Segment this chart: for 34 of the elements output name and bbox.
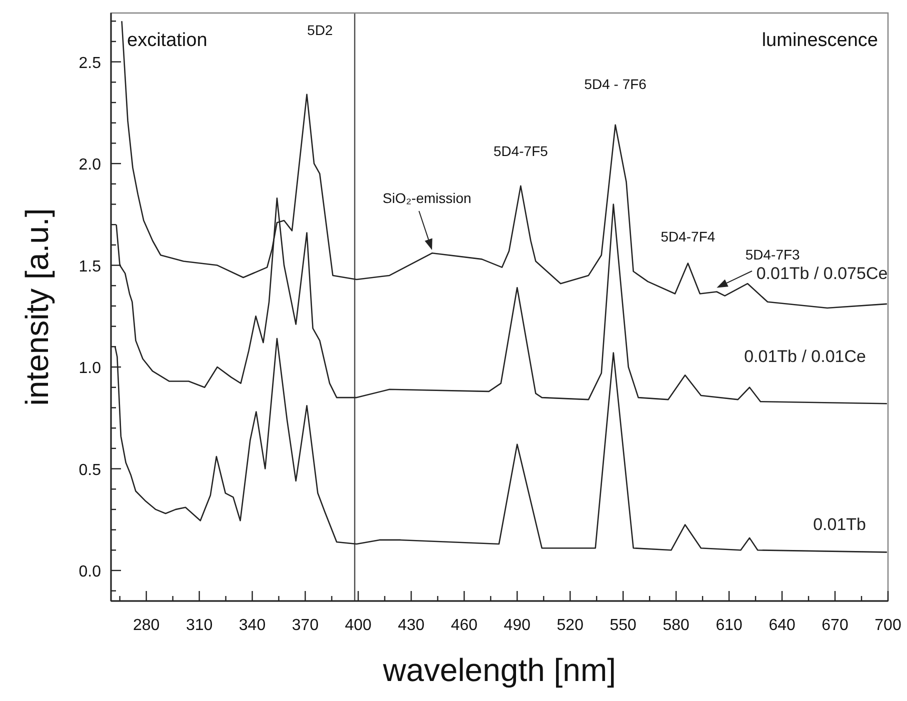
x-tick-label: 640 — [768, 617, 796, 634]
annotation: 5D2 — [307, 22, 334, 38]
x-tick-label: 670 — [822, 617, 848, 634]
x-tick-label: 550 — [610, 617, 637, 634]
y-tick-label: 0.5 — [78, 462, 102, 479]
annotation: 5D4-7F4 — [660, 228, 716, 244]
x-tick-label: 580 — [662, 617, 690, 634]
x-tick-label: 610 — [716, 617, 743, 634]
x-tick-label: 280 — [132, 617, 160, 634]
annotation: 5D4 - 7F6 — [584, 76, 647, 92]
annotation: luminescence — [762, 30, 878, 51]
y-tick-label: 2.0 — [78, 156, 102, 174]
annotation: SiO₂-emission — [382, 190, 472, 206]
x-tick-label: 460 — [450, 617, 478, 634]
annotation: 5D4-7F3 — [745, 246, 800, 263]
x-tick-label: 340 — [238, 617, 266, 634]
y-tick-label: 2.5 — [78, 54, 102, 72]
x-tick-label: 520 — [556, 617, 584, 634]
annotation: 5D4-7F5 — [493, 142, 548, 159]
x-axis-title: wavelength [nm] — [382, 652, 616, 688]
x-tick-label: 400 — [344, 617, 372, 634]
x-tick-label: 430 — [398, 617, 425, 634]
x-tick-label: 490 — [504, 617, 531, 634]
annotation: excitation — [127, 30, 208, 51]
y-tick-label: 0.0 — [78, 563, 102, 580]
y-axis-title: intensity [a.u.] — [19, 208, 55, 406]
series-label: 0.01Tb — [813, 515, 866, 534]
y-tick-label: 1.0 — [78, 360, 102, 378]
series-label: 0.01Tb / 0.01Ce — [744, 347, 866, 366]
x-tick-label: 370 — [292, 617, 319, 634]
legend-label: 0.01Tb / 0.075Ce — [756, 264, 888, 283]
x-tick-label: 700 — [874, 617, 902, 634]
y-tick-label: 1.5 — [78, 258, 102, 276]
x-tick-label: 310 — [186, 617, 213, 634]
